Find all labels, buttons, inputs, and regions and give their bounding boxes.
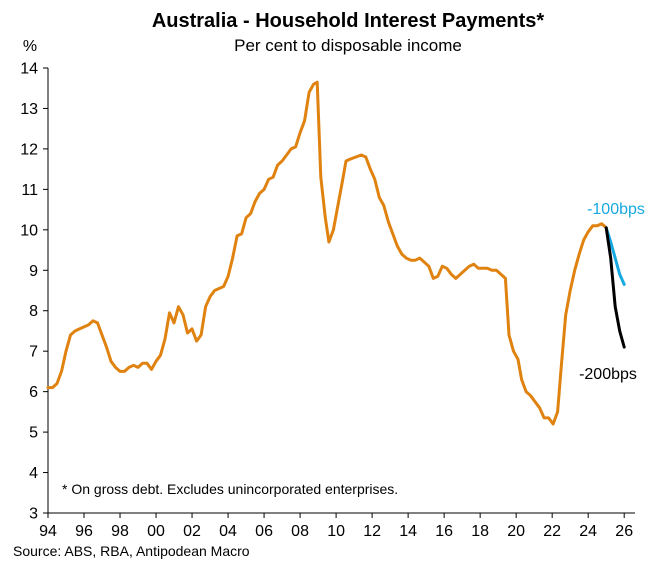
chart-title: Australia - Household Interest Payments* xyxy=(152,10,545,32)
label-minus-200bps: -200bps xyxy=(579,366,637,383)
y-tick-label: 10 xyxy=(20,222,38,239)
x-tick-label: 14 xyxy=(399,523,417,540)
y-tick-label: 14 xyxy=(20,61,38,78)
x-tick-label: 00 xyxy=(147,523,165,540)
y-tick-label: 6 xyxy=(29,384,38,401)
x-tick-label: 18 xyxy=(471,523,489,540)
chart-note: * On gross debt. Excludes unincorporated… xyxy=(62,481,398,497)
y-tick-label: 12 xyxy=(20,141,38,158)
y-tick-label: 7 xyxy=(29,344,38,361)
x-tick-label: 06 xyxy=(255,523,273,540)
label-minus-100bps: -100bps xyxy=(587,201,645,218)
y-tick-label: 9 xyxy=(29,263,38,280)
x-tick-label: 94 xyxy=(39,523,57,540)
y-axis-unit: % xyxy=(23,38,37,55)
x-tick-label: 98 xyxy=(111,523,129,540)
series-line-history xyxy=(46,80,608,426)
chart-subtitle: Per cent to disposable income xyxy=(234,36,462,55)
y-tick-label: 4 xyxy=(29,465,38,482)
series-line-minus-200bps xyxy=(604,226,626,349)
series-lines xyxy=(46,80,626,426)
x-tick-label: 12 xyxy=(363,523,381,540)
series-labels: -100bps -200bps xyxy=(579,201,645,383)
x-tick-label: 24 xyxy=(579,523,597,540)
x-tick-label: 10 xyxy=(327,523,345,540)
x-tick-label: 08 xyxy=(291,523,309,540)
x-tick-label: 16 xyxy=(435,523,453,540)
axes xyxy=(47,68,635,514)
series-line-minus-100bps xyxy=(604,226,626,286)
y-tick-label: 8 xyxy=(29,303,38,320)
x-tick-label: 04 xyxy=(219,523,237,540)
x-axis-ticks: 94 96 98 00 02 04 06 08 10 12 14 16 18 20 22 24 26 xyxy=(39,513,633,540)
x-tick-label: 26 xyxy=(615,523,633,540)
x-tick-label: 02 xyxy=(183,523,201,540)
y-tick-label: 13 xyxy=(20,101,38,118)
x-tick-label: 20 xyxy=(507,523,525,540)
x-tick-label: 22 xyxy=(543,523,561,540)
y-tick-label: 5 xyxy=(29,425,38,442)
chart-source: Source: ABS, RBA, Antipodean Macro xyxy=(13,543,250,559)
x-tick-label: 96 xyxy=(75,523,93,540)
y-tick-label: 3 xyxy=(29,506,38,523)
y-axis-ticks: 3 4 5 6 7 8 9 10 11 12 13 14 xyxy=(20,61,48,523)
y-tick-label: 11 xyxy=(21,182,38,199)
